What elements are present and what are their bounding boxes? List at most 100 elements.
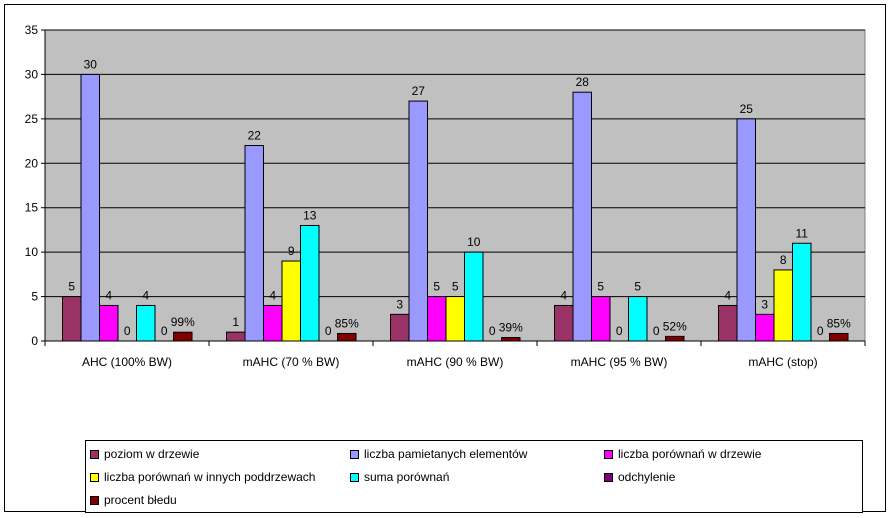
legend-label: liczba porównań w drzewie [618, 447, 762, 461]
data-label: 3 [761, 297, 768, 311]
legend-label: liczba pamietanych elementów [364, 447, 528, 461]
plot-area [44, 29, 866, 342]
legend-item: poziom w drzewie [90, 446, 199, 462]
legend-swatch [604, 449, 613, 459]
data-label: 25 [740, 102, 754, 116]
x-tick-label: mAHC (70 % BW) [243, 355, 340, 369]
bar [755, 313, 775, 342]
bar [736, 118, 756, 342]
legend-swatch [604, 472, 613, 482]
data-label: 5 [433, 280, 440, 294]
bar [263, 304, 283, 342]
data-label: 39% [499, 321, 523, 335]
data-label: 0 [653, 324, 660, 338]
data-label: 27 [412, 84, 426, 98]
data-label: 3 [396, 297, 403, 311]
legend-swatch [350, 449, 359, 459]
bar [773, 269, 793, 342]
legend-item: suma porównań [350, 469, 449, 485]
legend-label: liczba porównań w innych poddrzewach [104, 470, 316, 484]
data-label: 4 [269, 288, 276, 302]
bar [337, 332, 357, 342]
data-label: 10 [467, 235, 481, 249]
y-tick-label: 30 [25, 67, 39, 81]
y-tick-label: 25 [25, 112, 39, 126]
y-tick-label: 15 [25, 201, 39, 215]
data-label: 0 [817, 324, 824, 338]
y-tick-label: 35 [25, 23, 39, 37]
x-tick-label: AHC (100% BW) [82, 355, 172, 369]
data-label: 5 [597, 280, 604, 294]
bar [173, 331, 193, 342]
chart-frame: 0 5 10 15 20 25 30 35 AHC (100% BW) mAHC (70 % BW… [4, 4, 886, 513]
x-tick-label: mAHC (90 % BW) [407, 355, 504, 369]
bar [281, 260, 301, 342]
data-label: 0 [489, 324, 496, 338]
bar [445, 296, 465, 342]
bar [628, 296, 648, 342]
bar [464, 251, 484, 342]
data-label: 0 [325, 324, 332, 338]
bar [408, 100, 428, 342]
data-label: 13 [303, 208, 317, 222]
legend-swatch [350, 472, 359, 482]
legend-swatch [90, 472, 99, 482]
legend-item: liczba pamietanych elementów [350, 446, 527, 462]
bar [591, 296, 611, 342]
data-label: 5 [452, 280, 459, 294]
bar [572, 91, 592, 342]
data-label: 5 [634, 280, 641, 294]
y-tick-label: 5 [31, 290, 38, 304]
bar [226, 331, 246, 342]
legend-label: odchylenie [618, 470, 676, 484]
legend-swatch [90, 449, 99, 459]
data-label: 8 [780, 253, 787, 267]
bar [99, 304, 119, 342]
bar [501, 337, 521, 342]
y-tick-label: 0 [31, 334, 38, 348]
legend-swatch [90, 495, 99, 505]
data-label: 4 [142, 288, 149, 302]
legend-label: poziom w drzewie [104, 447, 200, 461]
data-label: 0 [616, 324, 623, 338]
data-label: 85% [335, 316, 359, 330]
data-label: 0 [161, 324, 168, 338]
data-label: 1 [232, 315, 239, 329]
bar [390, 313, 410, 342]
bar [718, 304, 738, 342]
bar [136, 304, 156, 342]
bar [427, 296, 447, 342]
data-label: 22 [248, 129, 262, 143]
chart-legend: poziom w drzewie liczba pamietanych eleme… [85, 440, 863, 513]
data-label: 0 [124, 324, 131, 338]
data-label: 5 [68, 280, 75, 294]
bar [665, 335, 685, 342]
data-label: 52% [663, 319, 687, 333]
x-tick-label: mAHC (95 % BW) [571, 355, 668, 369]
x-tick-label: mAHC (stop) [748, 355, 817, 369]
data-label: 85% [827, 316, 851, 330]
data-label: 9 [288, 244, 295, 258]
bar [62, 296, 82, 342]
data-label: 11 [796, 226, 809, 240]
legend-item: odchylenie [604, 469, 675, 485]
bar [244, 145, 264, 342]
data-label: 4 [105, 288, 112, 302]
legend-item: liczba porównań w drzewie [604, 446, 761, 462]
bar [829, 332, 849, 342]
data-label: 4 [724, 288, 731, 302]
data-label: 99% [171, 315, 195, 329]
data-label: 30 [84, 57, 98, 71]
bar [554, 304, 574, 342]
legend-item: procent błedu [90, 492, 177, 508]
bar [792, 242, 812, 342]
y-tick-label: 10 [25, 245, 39, 259]
data-label: 4 [560, 288, 567, 302]
data-label: 28 [576, 75, 590, 89]
bar [300, 224, 320, 342]
bar [80, 73, 100, 342]
y-tick-label: 20 [25, 156, 39, 170]
legend-label: suma porównań [364, 470, 450, 484]
legend-item: liczba porównań w innych poddrzewach [90, 469, 315, 485]
